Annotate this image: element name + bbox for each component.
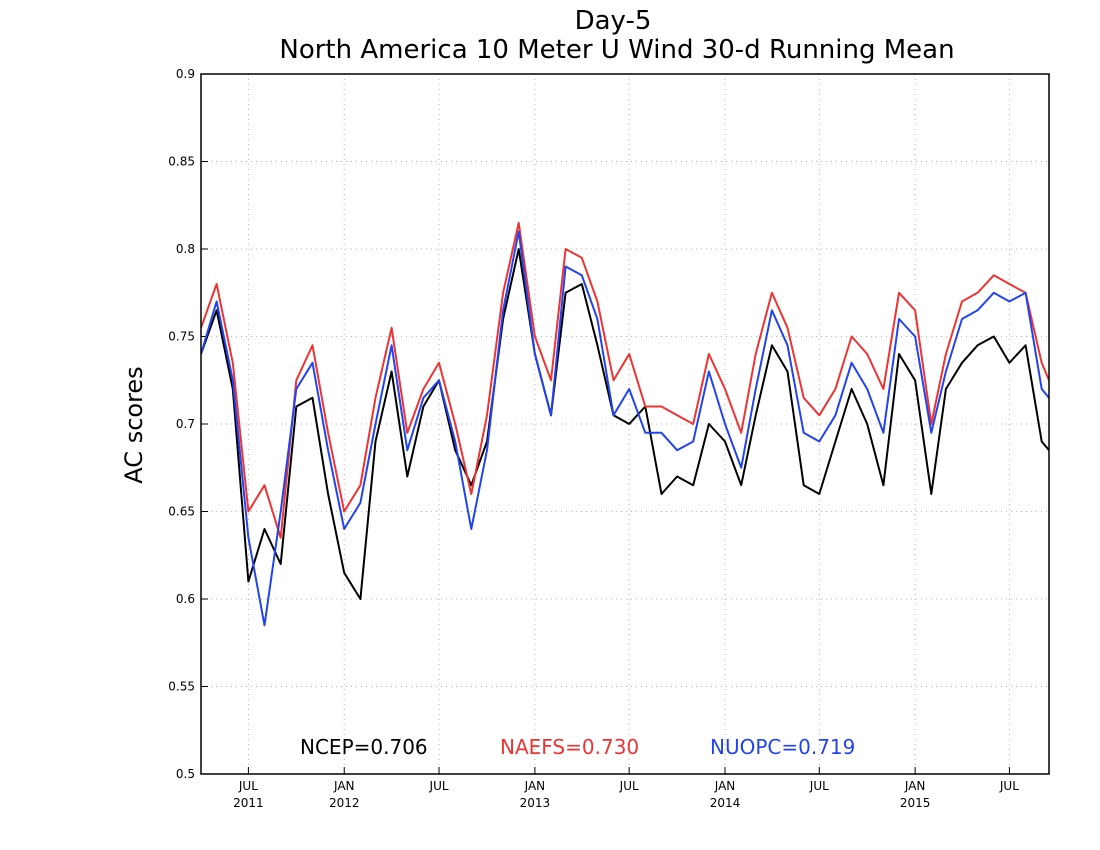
y-tick-label: 0.5 <box>176 767 195 781</box>
x-tick-label: JUL <box>619 779 639 793</box>
x-tick-label: JAN <box>714 779 736 793</box>
chart-title: Day-5 <box>575 6 652 36</box>
y-tick-label: 0.65 <box>168 505 195 519</box>
x-tick-year: 2013 <box>520 796 551 810</box>
y-tick-label: 0.75 <box>168 330 195 344</box>
y-tick-label: 0.9 <box>176 67 195 81</box>
x-tick-label: JAN <box>904 779 926 793</box>
y-axis-label: AC scores <box>120 366 148 483</box>
y-tick-label: 0.55 <box>168 680 195 694</box>
legend-ncep: NCEP=0.706 <box>300 735 428 759</box>
series-group <box>201 221 1049 627</box>
series-line-naefs <box>201 221 1049 539</box>
x-tick-year: 2012 <box>329 796 360 810</box>
x-tick-year: 2015 <box>900 796 931 810</box>
y-tick-label: 0.6 <box>176 592 195 606</box>
legend-nuopc: NUOPC=0.719 <box>710 735 855 759</box>
x-tick-label: JUL <box>809 779 829 793</box>
x-tick-label: JAN <box>524 779 546 793</box>
x-tick-label: JUL <box>429 779 449 793</box>
x-tick-label: JAN <box>333 779 355 793</box>
x-tick-year: 2014 <box>710 796 741 810</box>
legend-naefs: NAEFS=0.730 <box>500 735 639 759</box>
x-tick-year: 2011 <box>233 796 264 810</box>
x-axis: JUL 2011 JAN 2012 JUL JAN 2013 JUL JAN 2014 JUL JAN… <box>233 767 1019 810</box>
y-tick-label: 0.7 <box>176 417 195 431</box>
chart-subtitle: North America 10 Meter U Wind 30-d Runni… <box>279 35 954 65</box>
y-tick-label: 0.8 <box>176 242 195 256</box>
series-line-ncep <box>201 248 1049 600</box>
plot-frame <box>200 73 1050 775</box>
y-tick-label: 0.85 <box>168 155 195 169</box>
series-line-nuopc <box>201 230 1049 627</box>
x-tick-label: JUL <box>999 779 1019 793</box>
y-axis: 0.5 0.55 0.6 0.65 0.7 0.75 0.8 0.85 0.9 <box>168 67 208 781</box>
x-tick-label: JUL <box>238 779 258 793</box>
